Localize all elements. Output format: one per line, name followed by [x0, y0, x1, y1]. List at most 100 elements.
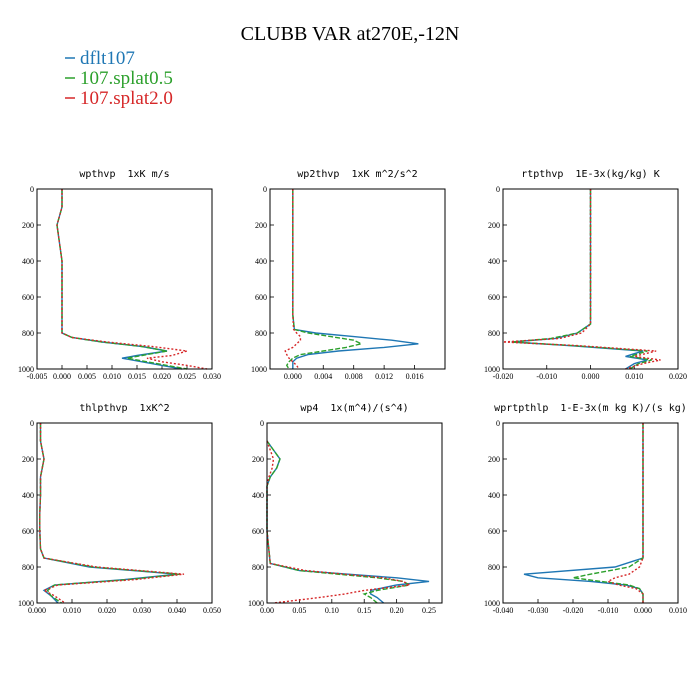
- y-tick-label: 200: [22, 221, 34, 230]
- y-tick-label: 600: [255, 293, 267, 302]
- panel: wpthvp 1xK m/s -0.005 0.000 0.005 0.010 0.015…: [18, 169, 221, 381]
- y-tick-label: 400: [22, 257, 34, 266]
- y-tick-label: 600: [22, 293, 34, 302]
- plot-frame: [36, 422, 213, 604]
- y-tick-label: 0: [496, 419, 500, 428]
- x-tick-label: 0.15: [357, 606, 371, 615]
- x-tick-label: -0.005: [27, 372, 48, 381]
- panel-title: rtpthvp 1E-3x(kg/kg) K: [521, 169, 659, 180]
- y-tick-label: 400: [488, 257, 500, 266]
- y-tick-label: 800: [22, 563, 34, 572]
- x-tick-label: -0.030: [528, 606, 549, 615]
- x-tick-label: 0.025: [178, 372, 196, 381]
- panel: wp4 1x(m^4)/(s^4) 0.00 0.05 0.10 0.15 0.20 0.2…: [248, 403, 443, 615]
- panel: thlpthvp 1xK^2 0.000 0.010 0.020 0.030 0.040 0…: [18, 403, 221, 615]
- panel-title: wprtpthlp 1-E-3x(m kg K)/(s kg): [494, 403, 687, 414]
- x-tick-label: 0.010: [669, 606, 687, 615]
- y-tick-label: 200: [488, 221, 500, 230]
- x-tick-label: -0.010: [598, 606, 619, 615]
- plot-frame: [502, 422, 679, 604]
- y-tick-label: 0: [496, 185, 500, 194]
- x-tick-label: 0.015: [128, 372, 146, 381]
- y-tick-label: 0: [30, 419, 34, 428]
- x-tick-label: 0.20: [390, 606, 404, 615]
- x-tick-label: 0.008: [345, 372, 363, 381]
- y-tick-label: 200: [255, 221, 267, 230]
- y-tick-label: 800: [252, 563, 264, 572]
- x-tick-label: 0.020: [98, 606, 116, 615]
- series-line: [266, 440, 412, 604]
- y-tick-label: 1000: [484, 599, 500, 608]
- y-tick-label: 400: [252, 491, 264, 500]
- y-tick-label: 600: [252, 527, 264, 536]
- y-tick-label: 0: [260, 419, 264, 428]
- series-line: [284, 189, 302, 370]
- x-tick-label: 0.030: [133, 606, 151, 615]
- x-tick-label: 0.010: [63, 606, 81, 615]
- x-tick-label: 0.000: [634, 606, 652, 615]
- x-tick-label: 0.020: [669, 372, 687, 381]
- x-tick-label: 0.10: [325, 606, 339, 615]
- plot-frame: [269, 188, 446, 370]
- y-tick-label: 200: [252, 455, 264, 464]
- y-tick-label: 400: [255, 257, 267, 266]
- x-tick-label: -0.010: [536, 372, 557, 381]
- x-tick-label: 0.040: [168, 606, 186, 615]
- legend-label: dflt107: [80, 48, 135, 69]
- series-line: [502, 189, 661, 370]
- y-tick-label: 800: [488, 329, 500, 338]
- x-tick-label: 0.010: [103, 372, 121, 381]
- x-tick-label: 0.00: [260, 606, 274, 615]
- x-tick-label: -0.020: [563, 606, 584, 615]
- x-tick-label: 0.005: [78, 372, 96, 381]
- y-tick-label: 800: [255, 329, 267, 338]
- panel-title: wpthvp 1xK m/s: [79, 169, 169, 180]
- y-tick-label: 1000: [251, 365, 267, 374]
- x-tick-label: 0.020: [153, 372, 171, 381]
- figure-title: CLUBB VAR at270E,-12N: [241, 23, 460, 45]
- series-line: [56, 189, 188, 370]
- panel: rtpthvp 1E-3x(kg/kg) K -0.020 -0.010 0.000 0…: [484, 169, 687, 381]
- y-tick-label: 600: [488, 293, 500, 302]
- x-tick-label: 0.000: [582, 372, 600, 381]
- y-tick-label: 1000: [18, 365, 34, 374]
- x-tick-label: 0.000: [284, 372, 302, 381]
- y-tick-label: 200: [488, 455, 500, 464]
- x-tick-label: 0.004: [314, 372, 332, 381]
- y-tick-label: 400: [22, 491, 34, 500]
- panel: wprtpthlp 1-E-3x(m kg K)/(s kg) -0.040 -0.…: [484, 403, 687, 615]
- y-tick-label: 1000: [248, 599, 264, 608]
- y-tick-label: 800: [22, 329, 34, 338]
- x-tick-label: 0.010: [625, 372, 643, 381]
- series-line: [39, 423, 185, 604]
- x-tick-label: 0.000: [53, 372, 71, 381]
- y-tick-label: 1000: [18, 599, 34, 608]
- y-tick-label: 0: [263, 185, 267, 194]
- x-tick-label: -0.020: [493, 372, 514, 381]
- y-tick-label: 1000: [484, 365, 500, 374]
- y-tick-label: 400: [488, 491, 500, 500]
- x-tick-label: 0.25: [422, 606, 436, 615]
- y-tick-label: 0: [30, 185, 34, 194]
- y-tick-label: 800: [488, 563, 500, 572]
- legend-label: 107.splat0.5: [80, 68, 173, 89]
- y-tick-label: 200: [22, 455, 34, 464]
- x-tick-label: 0.05: [292, 606, 306, 615]
- y-tick-label: 600: [488, 527, 500, 536]
- plot-frame: [266, 422, 443, 604]
- plot-frame: [36, 188, 213, 370]
- x-tick-label: 0.000: [28, 606, 46, 615]
- x-tick-label: 0.050: [203, 606, 221, 615]
- x-tick-label: 0.030: [203, 372, 221, 381]
- panel-title: wp2thvp 1xK m^2/s^2: [297, 169, 417, 180]
- x-tick-label: -0.040: [493, 606, 514, 615]
- series-line: [606, 423, 644, 603]
- x-tick-label: 0.016: [406, 372, 424, 381]
- panel-title: thlpthvp 1xK^2: [79, 403, 169, 414]
- panel-title: wp4 1x(m^4)/(s^4): [300, 403, 408, 414]
- panel: wp2thvp 1xK m^2/s^2 0.000 0.004 0.008 0.012 0…: [251, 169, 446, 381]
- x-tick-label: 0.012: [375, 372, 393, 381]
- legend-label: 107.splat2.0: [80, 88, 173, 109]
- y-tick-label: 600: [22, 527, 34, 536]
